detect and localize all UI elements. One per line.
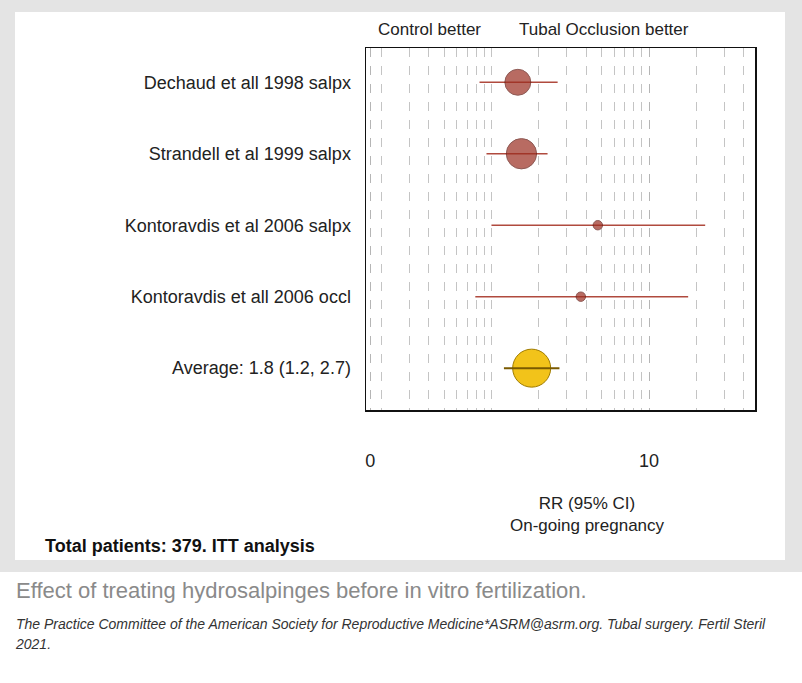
svg-text:Kontoravdis et all 2006 occl: Kontoravdis et all 2006 occl [131, 287, 351, 307]
svg-text:Control better: Control better [378, 20, 481, 39]
svg-text:Total patients: 379. ITT analy: Total patients: 379. ITT analysis [45, 536, 315, 556]
svg-text:Average: 1.8 (1.2, 2.7): Average: 1.8 (1.2, 2.7) [172, 358, 351, 378]
svg-text:10: 10 [639, 451, 659, 471]
svg-text:Tubal Occlusion better: Tubal Occlusion better [519, 20, 689, 39]
svg-text:0: 0 [365, 451, 375, 471]
svg-text:Strandell et al 1999 salpx: Strandell et al 1999 salpx [149, 144, 351, 164]
html-text:The Practice Committee of the: The Practice Committee of the American S… [16, 616, 766, 652]
html-text:Effect of treating hydrosalpin: Effect of treating hydrosalpinges before… [16, 578, 587, 603]
svg-text:Kontoravdis et al 2006 salpx: Kontoravdis et al 2006 salpx [125, 216, 351, 236]
svg-text:RR (95% CI)On-going pregnancy: RR (95% CI)On-going pregnancy [510, 494, 665, 535]
svg-text:Dechaud et all 1998 salpx: Dechaud et all 1998 salpx [144, 73, 351, 93]
